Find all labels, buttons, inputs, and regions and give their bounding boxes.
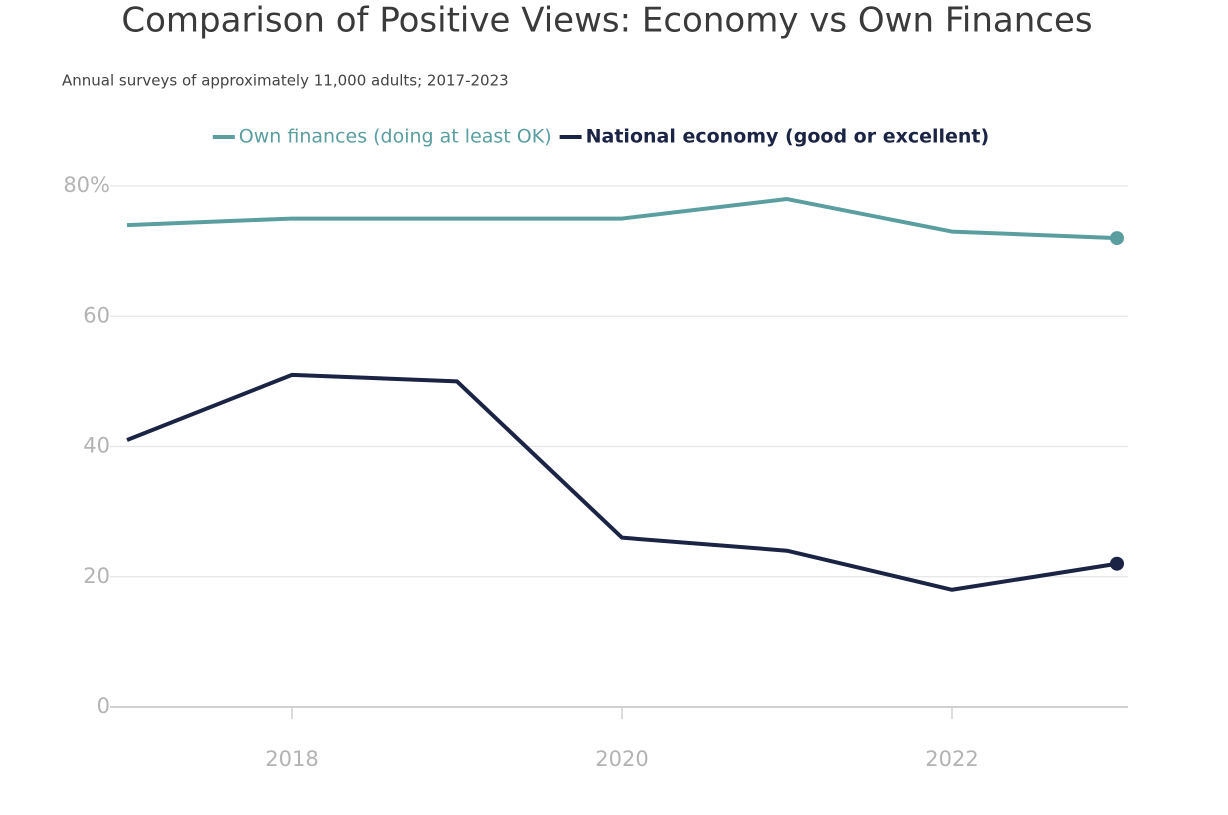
end-marker — [1110, 556, 1124, 571]
x-tick-label: 2022 — [925, 747, 978, 771]
y-tick-label: 80% — [63, 173, 110, 197]
series-line — [126, 372, 1118, 592]
chart-title: Comparison of Positive Views: Economy vs… — [121, 1, 1092, 41]
y-tick-label: 0 — [97, 694, 110, 718]
x-tick-label: 2018 — [265, 747, 318, 771]
y-tick-label: 20 — [83, 564, 110, 588]
legend: Own finances (doing at least OK) National… — [212, 126, 990, 148]
x-tick-label: 2020 — [595, 747, 648, 771]
legend-label: Own finances (doing at least OK) — [239, 126, 552, 148]
series-line — [126, 197, 1118, 241]
y-tick-label: 60 — [83, 303, 110, 327]
end-marker — [1110, 231, 1124, 246]
chart-subtitle: Annual surveys of approximately 11,000 a… — [62, 72, 509, 90]
legend-label: National economy (good or excellent) — [586, 126, 990, 148]
y-tick-label: 40 — [83, 434, 110, 458]
